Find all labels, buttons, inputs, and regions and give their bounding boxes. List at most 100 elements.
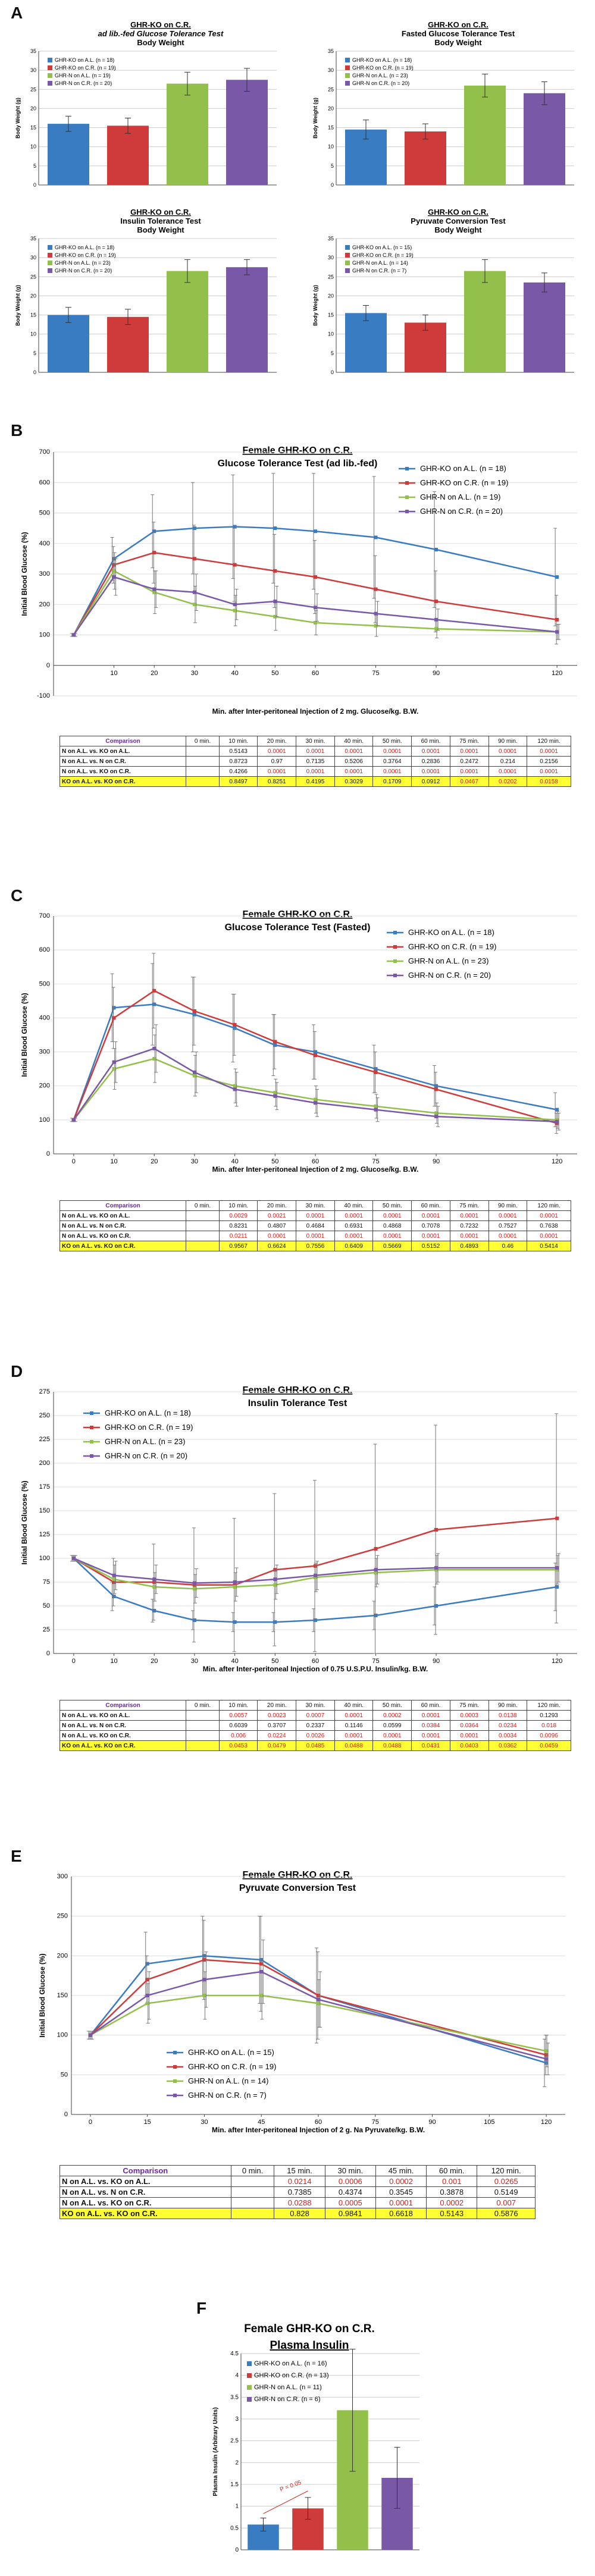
legend-swatch xyxy=(48,73,52,78)
data-point xyxy=(374,535,378,539)
legend-swatch xyxy=(48,65,52,70)
y-tick-label: 2.5 xyxy=(230,2438,239,2445)
legend-swatch xyxy=(247,2397,252,2402)
panel-letter-d: D xyxy=(11,1362,23,1380)
data-point xyxy=(152,1609,156,1612)
y-tick-label: -100 xyxy=(37,692,50,699)
table-header: 50 min. xyxy=(372,1700,412,1711)
y-tick-label: 0 xyxy=(33,182,36,188)
data-point xyxy=(152,989,156,993)
data-point xyxy=(192,557,196,561)
data-point xyxy=(314,1097,317,1102)
data-point xyxy=(192,603,196,607)
legend-swatch xyxy=(345,245,350,250)
legend-swatch xyxy=(247,2361,252,2366)
table-header: 20 min. xyxy=(257,1200,297,1211)
pvalue-table-itt: Comparison 0 min. 10 min. 20 min. 30 min. 40 … xyxy=(59,1700,571,1751)
legend-marker xyxy=(393,931,397,934)
table-header-comparison: Comparison xyxy=(59,1700,187,1711)
legend-marker xyxy=(393,974,397,977)
table-header: 40 min. xyxy=(334,1700,374,1711)
y-tick-label: 35 xyxy=(328,48,334,54)
table-cell: 0.0485 xyxy=(296,1740,335,1751)
data-point xyxy=(544,2061,549,2065)
legend-entry: GHR-N on A.L. (n = 23) xyxy=(55,260,111,266)
data-point xyxy=(273,1568,277,1572)
series-line-4 xyxy=(90,1971,547,2060)
table-cell: 0.0005 xyxy=(324,2197,376,2208)
y-tick-label: 500 xyxy=(39,510,50,517)
legend-marker xyxy=(173,2065,177,2069)
data-point xyxy=(555,1107,559,1112)
y-tick-label: 1.5 xyxy=(230,2481,239,2488)
legend-swatch xyxy=(247,2373,252,2378)
table-cell: 0.0224 xyxy=(257,1730,297,1741)
y-tick-label: 5 xyxy=(331,163,334,169)
series-line-4 xyxy=(73,1047,558,1122)
pvalue-table-gtt-fasted: Comparison 0 min. 10 min. 20 min. 30 min. 40 … xyxy=(59,1200,571,1251)
legend-entry: GHR-N on C.R. (n = 20) xyxy=(105,1451,187,1460)
series-line-4 xyxy=(73,1557,558,1584)
legend-marker xyxy=(90,1426,93,1429)
legend-entry: GHR-KO on A.L. (n = 18) xyxy=(352,57,412,63)
table-row: KO on A.L. vs. KO on C.R. 0.8497 0.8251 0.4… xyxy=(59,776,571,787)
table-cell: 0.0001 xyxy=(411,1231,450,1241)
table-header: 60 min. xyxy=(411,1700,450,1711)
table-row: N on A.L. vs. KO on A.L. 0.0029 0.0021 0.00… xyxy=(59,1210,571,1221)
x-tick-label: 30 xyxy=(201,2119,208,2126)
bar-ghr-ko-on-a-l- xyxy=(48,124,89,185)
data-point xyxy=(259,1994,264,1997)
y-axis-label: Initial Blood Glucose (%) xyxy=(20,993,29,1077)
data-point xyxy=(233,1580,237,1584)
table-cell: 0.0001 xyxy=(411,1710,450,1721)
table-header: 20 min. xyxy=(257,736,297,746)
legend-swatch xyxy=(48,245,52,250)
y-tick-label: 250 xyxy=(57,1913,68,1920)
data-point xyxy=(112,1573,116,1577)
table-header: 120 min. xyxy=(527,736,571,746)
table-cell: 0.6624 xyxy=(257,1241,297,1251)
data-point xyxy=(202,1954,206,1958)
y-tick-label: 0 xyxy=(46,1150,50,1157)
legend-entry: GHR-N on A.L. (n = 19) xyxy=(55,73,111,79)
legend-marker xyxy=(173,2051,177,2054)
legend-swatch xyxy=(48,253,52,258)
table-cell: 0.0265 xyxy=(477,2176,536,2187)
x-tick-label: 75 xyxy=(372,1158,379,1165)
data-point xyxy=(317,1997,320,2001)
y-tick-label: 175 xyxy=(39,1483,50,1491)
table-cell: 0.0211 xyxy=(218,1231,258,1241)
series-line-3 xyxy=(73,570,558,636)
data-point xyxy=(544,2057,549,2061)
chart-title: Fasted Glucose Tolerance Test xyxy=(402,29,515,38)
x-tick-label: 30 xyxy=(191,670,198,677)
row-label: KO on A.L. vs. KO on C.R. xyxy=(60,2208,231,2219)
y-tick-label: 4 xyxy=(235,2373,239,2379)
x-tick-label: 120 xyxy=(552,1658,562,1665)
table-cell: 0.828 xyxy=(274,2208,325,2219)
bar-ghr-n-on-a-l- xyxy=(464,271,506,372)
table-cell: 0.0001 xyxy=(334,766,374,777)
y-tick-label: 500 xyxy=(39,980,50,987)
y-tick-label: 0 xyxy=(331,369,334,375)
table-cell xyxy=(186,756,220,767)
table-cell: 0.7078 xyxy=(411,1220,450,1231)
legend-entry: GHR-N on A.L. (n = 14) xyxy=(352,260,408,266)
x-axis-label: Min. after Inter-peritoneal Injection of… xyxy=(203,1665,428,1673)
table-cell: 0.7527 xyxy=(488,1220,528,1231)
table-cell: 0.8723 xyxy=(218,756,258,767)
y-axis-label: Plasma Insulin (Arbitrary Units) xyxy=(212,2407,219,2496)
legend-entry: GHR-KO on C.R. (n = 13) xyxy=(254,2372,329,2379)
y-axis-label: Body Weight (g) xyxy=(15,98,21,139)
data-point xyxy=(233,1022,237,1027)
y-tick-label: 100 xyxy=(39,632,50,639)
data-point xyxy=(555,1516,559,1520)
table-header: 60 min. xyxy=(411,736,450,746)
data-point xyxy=(273,1583,277,1587)
chart-title: Glucose Tolerance Test (Fasted) xyxy=(225,923,371,933)
y-tick-label: 100 xyxy=(39,1116,50,1124)
table-cell: 0.3764 xyxy=(372,756,412,767)
y-tick-label: 0.5 xyxy=(230,2525,239,2531)
x-tick-label: 120 xyxy=(552,1158,562,1165)
table-cell: 0.0158 xyxy=(527,776,571,787)
